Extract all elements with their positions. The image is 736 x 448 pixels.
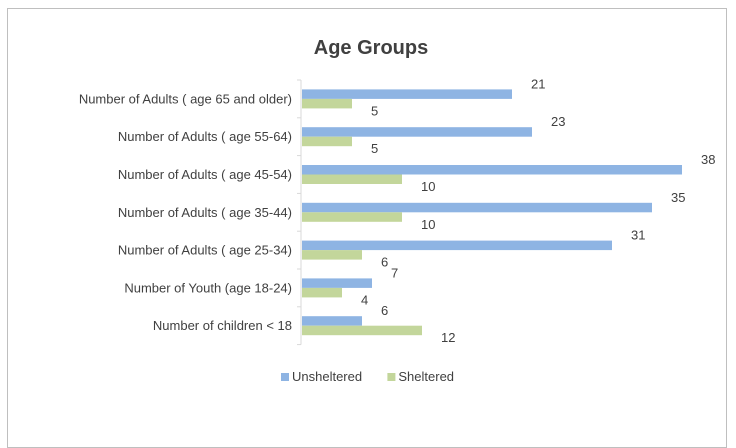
- category-label: Number of children < 18: [153, 318, 292, 333]
- bar-unsheltered: [302, 127, 532, 137]
- data-label-sheltered: 4: [361, 292, 368, 307]
- chart-title: Age Groups: [314, 37, 428, 59]
- category-label: Number of Adults ( age 45-54): [118, 167, 292, 182]
- data-label-unsheltered: 35: [671, 190, 685, 205]
- legend: Unsheltered Sheltered: [281, 369, 454, 384]
- data-label-sheltered: 5: [371, 103, 378, 118]
- data-label-sheltered: 12: [441, 330, 455, 345]
- chart-frame: Age Groups Number of Adults ( age 65 and…: [7, 8, 727, 448]
- data-label-unsheltered: 21: [531, 76, 545, 91]
- data-label-sheltered: 5: [371, 141, 378, 156]
- category-label: Number of Adults ( age 65 and older): [79, 91, 292, 106]
- bar-sheltered: [302, 250, 362, 260]
- bar-sheltered: [302, 287, 342, 298]
- data-label-unsheltered: 7: [391, 265, 398, 280]
- legend-label-sheltered: Sheltered: [398, 369, 454, 384]
- bar-sheltered: [302, 98, 352, 109]
- bar-sheltered: [302, 136, 352, 147]
- data-label-unsheltered: 31: [631, 228, 645, 243]
- bar-sheltered: [302, 325, 422, 336]
- bar-sheltered: [302, 174, 402, 184]
- data-label-sheltered: 10: [421, 179, 435, 194]
- data-label-unsheltered: 6: [381, 303, 388, 318]
- bar-unsheltered: [302, 278, 372, 288]
- bar-unsheltered: [302, 202, 652, 213]
- category-label: Number of Adults ( age 55-64): [118, 129, 292, 144]
- category-label: Number of Adults ( age 35-44): [118, 205, 292, 220]
- plot-area: Number of Adults ( age 65 and older) 21 5 N…: [79, 76, 716, 345]
- bar-unsheltered: [302, 89, 512, 99]
- chart-svg: Age Groups Number of Adults ( age 65 and…: [79, 37, 716, 384]
- data-label-unsheltered: 38: [701, 152, 715, 167]
- legend-swatch-sheltered: [387, 373, 396, 381]
- data-label-unsheltered: 23: [551, 114, 565, 129]
- bar-sheltered: [302, 212, 402, 222]
- bar-unsheltered: [302, 316, 362, 326]
- data-label-sheltered: 6: [381, 255, 388, 270]
- data-label-sheltered: 10: [421, 217, 435, 232]
- bar-unsheltered: [302, 165, 682, 175]
- category-label: Number of Adults ( age 25-34): [118, 243, 292, 258]
- category-label: Number of Youth (age 18-24): [124, 280, 292, 295]
- legend-label-unsheltered: Unsheltered: [292, 369, 362, 384]
- bar-unsheltered: [302, 240, 612, 251]
- legend-swatch-unsheltered: [281, 373, 289, 381]
